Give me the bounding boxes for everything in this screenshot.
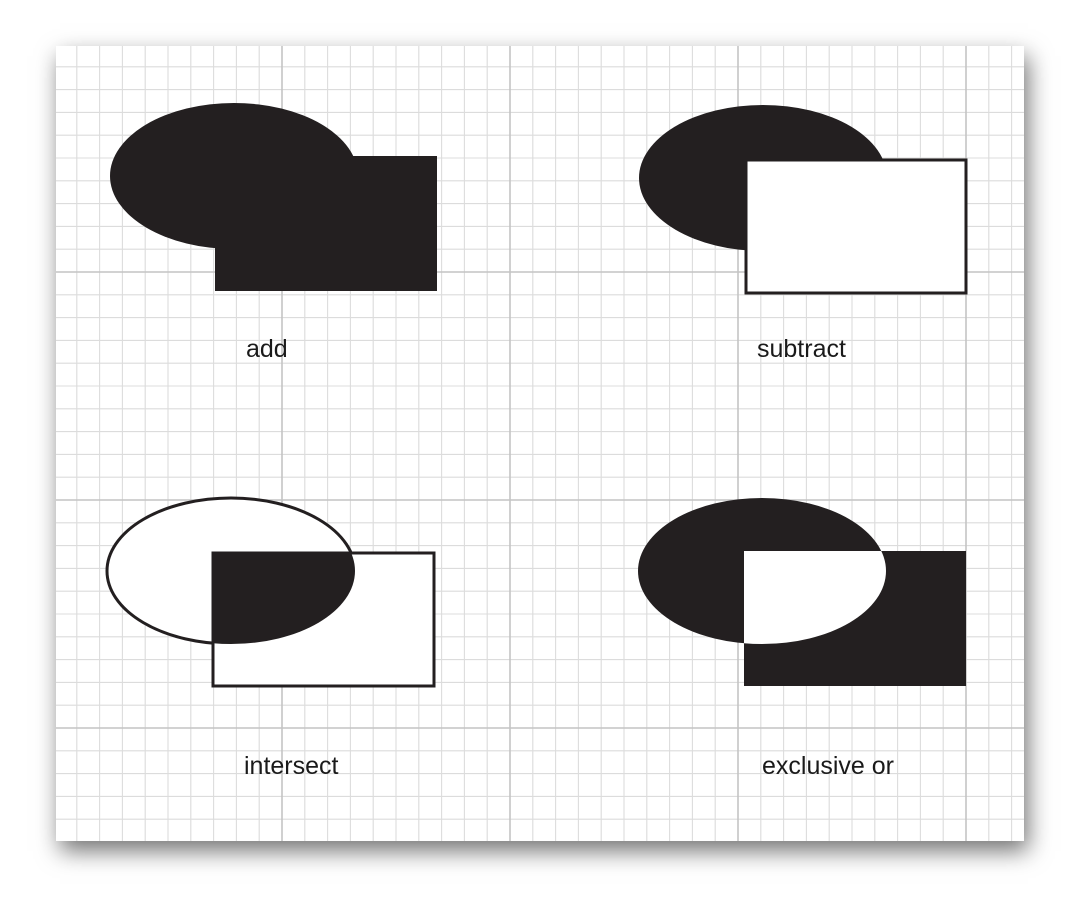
label-subtract: subtract [757,335,846,363]
intersect-region [213,553,355,644]
subtract-rectangle-hole [744,158,968,295]
label-exclusive-or: exclusive or [762,752,894,780]
label-intersect: intersect [244,752,339,780]
label-add: add [246,335,288,363]
add-rectangle [215,156,437,291]
xor-overlap-hole [744,551,886,644]
panel-subtract-shape [639,105,968,295]
intersect-rectangle-border [211,551,436,688]
panel-intersect-shape [105,496,436,688]
panel-add-shape [110,103,437,291]
panel-exclusive-or-shape [638,498,966,686]
